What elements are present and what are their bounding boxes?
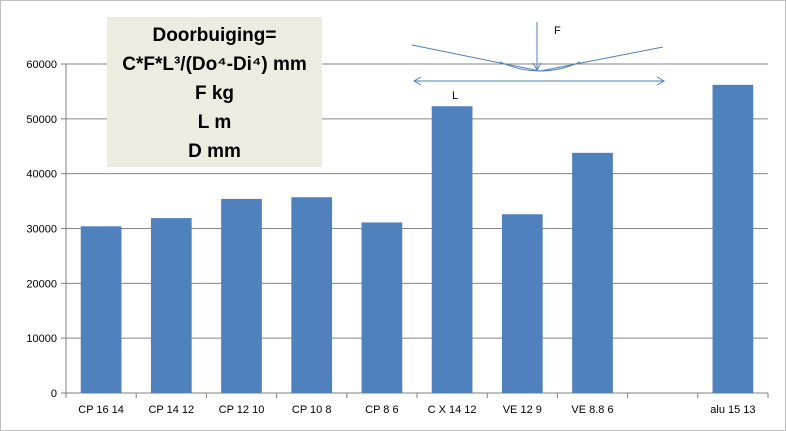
force-arrow-head: [532, 62, 542, 72]
beam-diagram: F L: [411, 22, 666, 102]
x-tick-label: CP 12 10: [219, 404, 265, 416]
length-label: L: [452, 90, 458, 102]
length-arrow-left-head: [412, 76, 422, 86]
x-tick-label: alu 15 13: [710, 404, 755, 416]
bar: [291, 197, 333, 393]
formula-annotation: Doorbuiging= C*F*L³/(Do⁴-Di⁴) mm F kg L …: [107, 17, 322, 167]
x-tick-label: CP 16 14: [78, 404, 124, 416]
x-tick-label: VE 8.8 6: [571, 404, 613, 416]
x-tick-label: VE 12 9: [503, 404, 542, 416]
bar: [572, 152, 613, 393]
bar: [80, 226, 122, 393]
y-tick-label: 50000: [26, 114, 57, 126]
bar: [431, 106, 473, 393]
y-tick-label: 0: [51, 388, 57, 400]
bar: [221, 198, 262, 393]
formula-line-5: D mm: [188, 141, 241, 162]
x-tick-label: CP 14 12: [148, 404, 194, 416]
bar: [150, 218, 192, 393]
beam-left-line: [411, 44, 541, 72]
y-tick-label: 40000: [26, 169, 57, 181]
force-label: F: [554, 25, 561, 37]
formula-line-4: L m: [197, 112, 232, 133]
y-tick-label: 10000: [26, 333, 57, 345]
formula-line-2: C*F*L³/(Do⁴-Di⁴) mm: [122, 54, 307, 75]
y-tick-label: 20000: [26, 278, 57, 290]
bars: [80, 84, 754, 393]
length-arrow-right-head: [656, 76, 666, 86]
y-tick-labels: 0 10000 20000 30000 40000 50000 60000: [26, 59, 66, 400]
x-tick-label: C X 14 12: [428, 404, 477, 416]
y-tick-label: 60000: [26, 59, 57, 71]
beam-right-line: [539, 46, 664, 72]
formula-line-3: F kg: [194, 83, 235, 104]
x-tick-label: CP 8 6: [365, 404, 398, 416]
x-tick-label: CP 10 8: [292, 404, 332, 416]
y-tick-label: 30000: [26, 224, 57, 236]
bar: [712, 84, 754, 393]
bar: [501, 214, 543, 393]
bar: [361, 222, 403, 393]
x-tick-labels: CP 16 14 CP 14 12 CP 12 10 CP 10 8 CP 8 6 C X…: [78, 404, 755, 416]
beam-deflection-curve: [499, 61, 581, 72]
formula-line-1: Doorbuiging=: [152, 25, 277, 46]
